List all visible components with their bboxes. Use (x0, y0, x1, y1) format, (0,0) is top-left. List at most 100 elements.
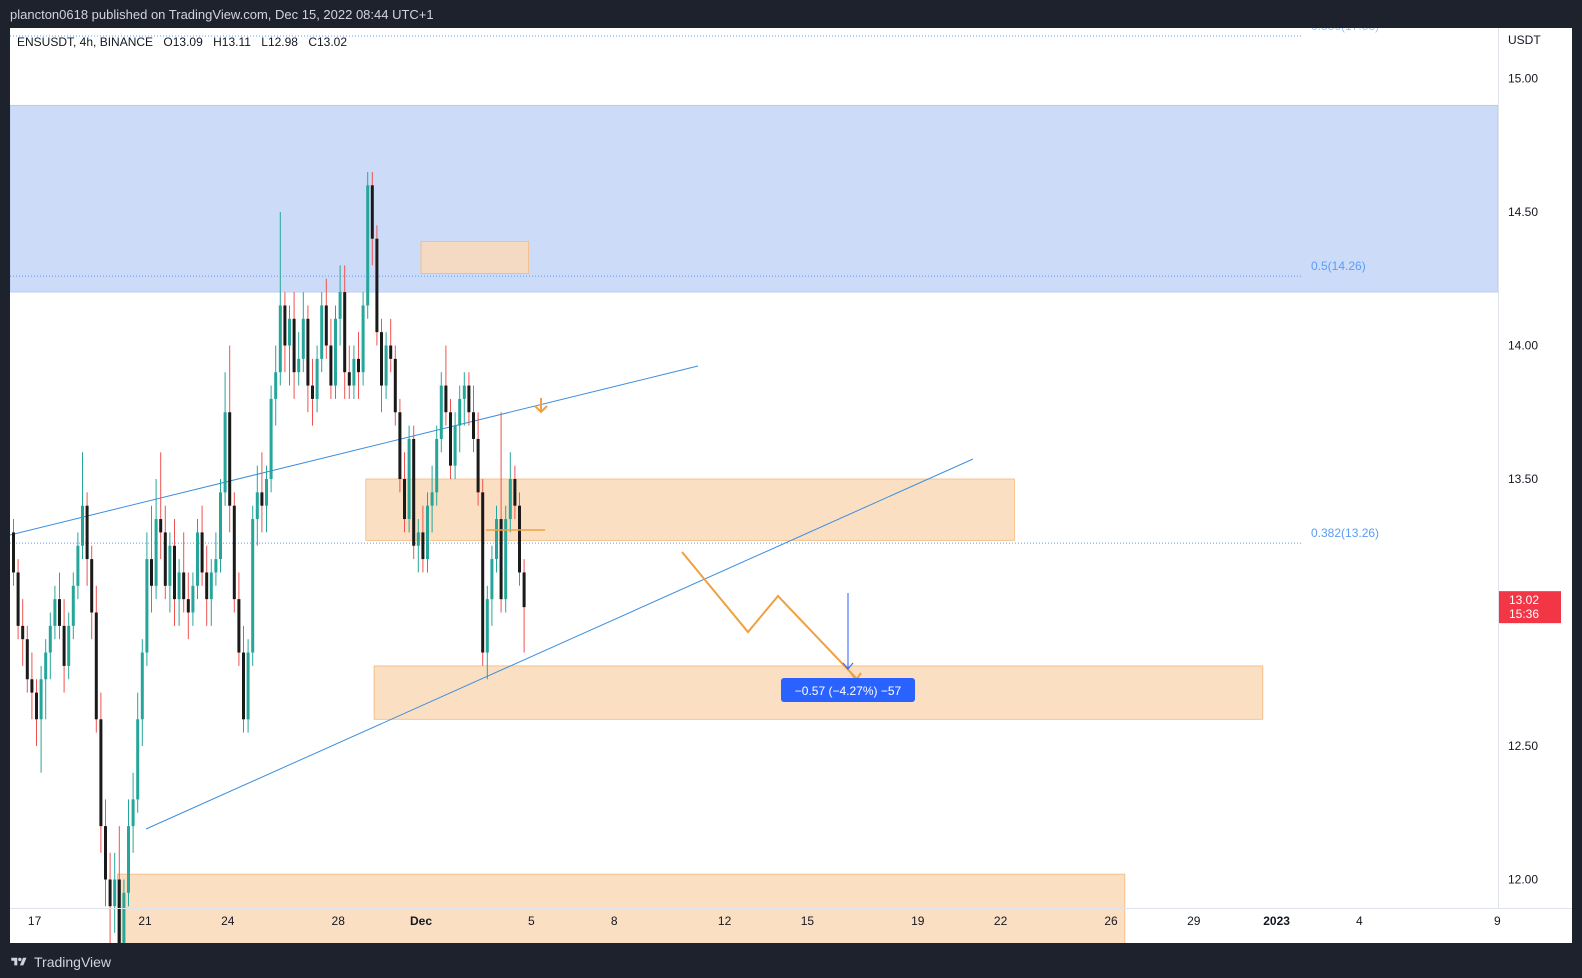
price-tick-label: 12.00 (1508, 873, 1538, 887)
annotations[interactable]: −0.57 (−4.27%) −57 (486, 398, 915, 702)
candle (366, 171, 370, 319)
last-price-countdown: 15:36 (1509, 607, 1539, 621)
candle-body (265, 479, 268, 506)
candle-body (71, 585, 75, 626)
candle-body (44, 652, 48, 680)
candle (85, 492, 89, 586)
time-tick-label: 28 (332, 914, 346, 928)
chart-canvas[interactable]: 0.886(17.53)0.786(16.69)0.618(15.26)0.5(… (9, 0, 1572, 978)
candle-body (513, 479, 517, 506)
candle (338, 265, 342, 346)
candle (320, 292, 324, 373)
candle-body (58, 599, 61, 626)
orange-zone-3[interactable] (420, 240, 530, 274)
candle (177, 559, 181, 626)
candle-body (361, 305, 365, 373)
candle (403, 452, 406, 533)
fib-label-top: 0.886(17.53) (1311, 28, 1379, 33)
blue-zone-1[interactable] (9, 104, 1499, 293)
candle (458, 385, 462, 453)
candle-body (311, 385, 314, 399)
candle-body (278, 305, 282, 373)
candle (398, 398, 402, 493)
candle (370, 171, 374, 266)
footer: TradingView (0, 946, 1582, 978)
candle (58, 572, 61, 640)
candle (283, 292, 287, 373)
candle (67, 612, 71, 680)
lower-trendline[interactable] (145, 458, 974, 830)
candle-body (12, 532, 15, 573)
candle-body (173, 545, 176, 600)
candle-body (403, 479, 406, 520)
candle-body (389, 345, 393, 359)
candle (324, 278, 328, 359)
candle (393, 345, 397, 426)
candle-body (439, 385, 443, 439)
candle-body (154, 519, 158, 586)
candle-body (163, 532, 167, 586)
candle-body (150, 559, 153, 586)
candle (242, 625, 245, 733)
candle-body (384, 345, 388, 386)
candle-body (407, 438, 411, 520)
candle (315, 345, 319, 413)
candle (306, 305, 310, 413)
candle-body (343, 292, 347, 373)
candle (145, 532, 149, 666)
candle-body (30, 679, 34, 693)
candle (21, 599, 25, 666)
candle-body (53, 599, 57, 626)
candle-body (219, 492, 222, 560)
candle-body (458, 398, 462, 426)
price-axis[interactable]: USDT 11.5012.0012.5013.0013.5014.0014.50… (1498, 28, 1542, 943)
candle (12, 519, 15, 586)
orange-zone-0[interactable] (365, 478, 1015, 541)
projection-path[interactable] (681, 551, 857, 679)
candle-body (320, 305, 324, 359)
candle (136, 692, 140, 813)
candle-body (131, 799, 135, 827)
candle (513, 465, 517, 520)
candle (30, 652, 34, 720)
candle-body (430, 492, 434, 506)
candle (71, 572, 75, 640)
candle (99, 692, 103, 853)
candle (62, 599, 66, 693)
time-tick-label: Dec (410, 914, 432, 928)
candle-body (306, 318, 310, 386)
candle (361, 292, 365, 386)
chart-frame[interactable]: 0.886(17.53)0.786(16.69)0.618(15.26)0.5(… (9, 0, 1572, 978)
candle (412, 425, 416, 560)
candle-body (223, 412, 227, 493)
time-axis[interactable]: 17 21 24 28 Dec 5 8 12 15 19 22 26 29 2023 4 9 (10, 908, 1572, 929)
legend-open: O13.09 (163, 35, 203, 49)
tradingview-brand[interactable]: TradingView (10, 954, 111, 970)
candle (522, 559, 526, 653)
candle (140, 639, 144, 746)
candle-body (481, 492, 485, 653)
candle-body (251, 519, 255, 653)
time-tick-label: 17 (28, 914, 42, 928)
trendlines[interactable] (9, 365, 974, 830)
candle-body (315, 358, 319, 399)
candle-body (76, 545, 80, 586)
candle-body (508, 479, 512, 520)
legend-high: H13.11 (213, 35, 251, 49)
candle-body (453, 425, 457, 466)
candle-body (288, 318, 291, 346)
last-price-label: 13.02 15:36 (1499, 591, 1561, 624)
candle-body (283, 305, 287, 346)
candle-body (35, 692, 38, 720)
legend-close: C13.02 (308, 35, 347, 49)
price-tick-label: 13.50 (1508, 472, 1538, 486)
candle-body (421, 532, 425, 560)
candle (81, 452, 84, 560)
candle (389, 318, 393, 373)
candle (94, 585, 98, 733)
candle (495, 505, 498, 573)
candle-body (209, 572, 213, 600)
candle-body (242, 652, 245, 720)
candle (163, 505, 167, 600)
upper-trendline[interactable] (9, 365, 699, 536)
